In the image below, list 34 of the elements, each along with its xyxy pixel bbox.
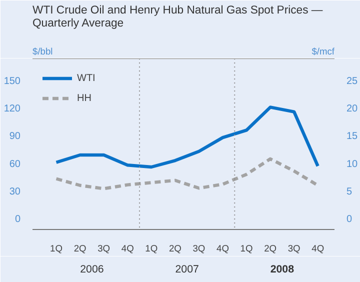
legend-label: WTI	[77, 72, 96, 84]
text: 2006	[80, 264, 104, 276]
y2-tick-label: 25	[346, 76, 358, 88]
y-tick-label: 0	[14, 214, 21, 225]
y-tick-label: 30	[9, 186, 21, 198]
x-tick-label: 2Q	[264, 244, 277, 254]
text: 2007	[175, 264, 199, 276]
y-tick-label: 120	[4, 104, 21, 115]
chart-title: WTI Crude Oil and Henry Hub Natural Gas Spot Prices — Quarterly Average	[32, 4, 324, 30]
y-tick-label: 150	[4, 76, 21, 88]
y-axis-title: $/bbl	[32, 46, 53, 56]
line-series	[54, 157, 320, 190]
legend-label: HH	[77, 92, 92, 104]
x-tick-label: 1Q	[50, 244, 63, 254]
x-tick-label: 3Q	[288, 244, 300, 254]
x-tick-label: 4Q	[216, 244, 229, 254]
y-tick-label: 60	[9, 158, 21, 170]
text: 2008	[270, 264, 294, 276]
y2-tick-label: 15	[346, 131, 358, 142]
x-tick-label: 1Q	[240, 244, 253, 254]
x-tick-label: 3Q	[192, 244, 206, 254]
y-tick-label: 90	[9, 131, 21, 142]
x-tick-label: 4Q	[121, 244, 134, 254]
x-tick-label: 2Q	[168, 244, 182, 254]
x-tick-label: 4Q	[312, 244, 324, 254]
y2-tick-label: 10	[346, 158, 358, 170]
y2-tick-label: 5	[346, 186, 352, 198]
x-tick-label: 2Q	[74, 244, 86, 254]
y2-axis-title: $/mcf	[312, 46, 335, 56]
y2-tick-label: 0	[346, 214, 352, 225]
x-tick-label: 3Q	[98, 244, 110, 254]
x-tick-label: 1Q	[145, 244, 158, 254]
y2-tick-label: 20	[346, 104, 358, 115]
line-series	[54, 106, 320, 169]
